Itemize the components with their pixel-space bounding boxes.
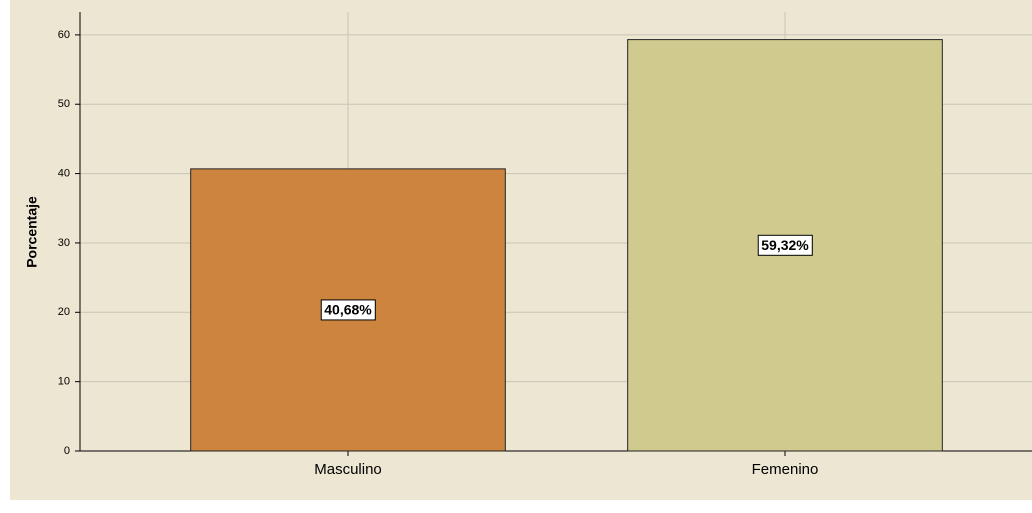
y-tick-label: 50 <box>58 98 70 110</box>
x-tick-label: Masculino <box>314 461 382 478</box>
y-tick-label: 40 <box>58 167 70 179</box>
data-label: 59,32% <box>761 237 809 253</box>
data-label-box <box>320 299 376 321</box>
y-tick-label: 30 <box>58 237 70 249</box>
data-label: 40,68% <box>324 302 372 318</box>
y-tick-label: 20 <box>58 306 70 318</box>
y-tick-label: 0 <box>64 445 70 457</box>
y-tick-label: 60 <box>58 29 70 41</box>
y-axis-label: Porcentaje <box>24 196 40 268</box>
y-tick-label: 10 <box>58 376 70 388</box>
x-tick-label: Femenino <box>752 461 819 478</box>
data-label-box <box>757 234 813 256</box>
